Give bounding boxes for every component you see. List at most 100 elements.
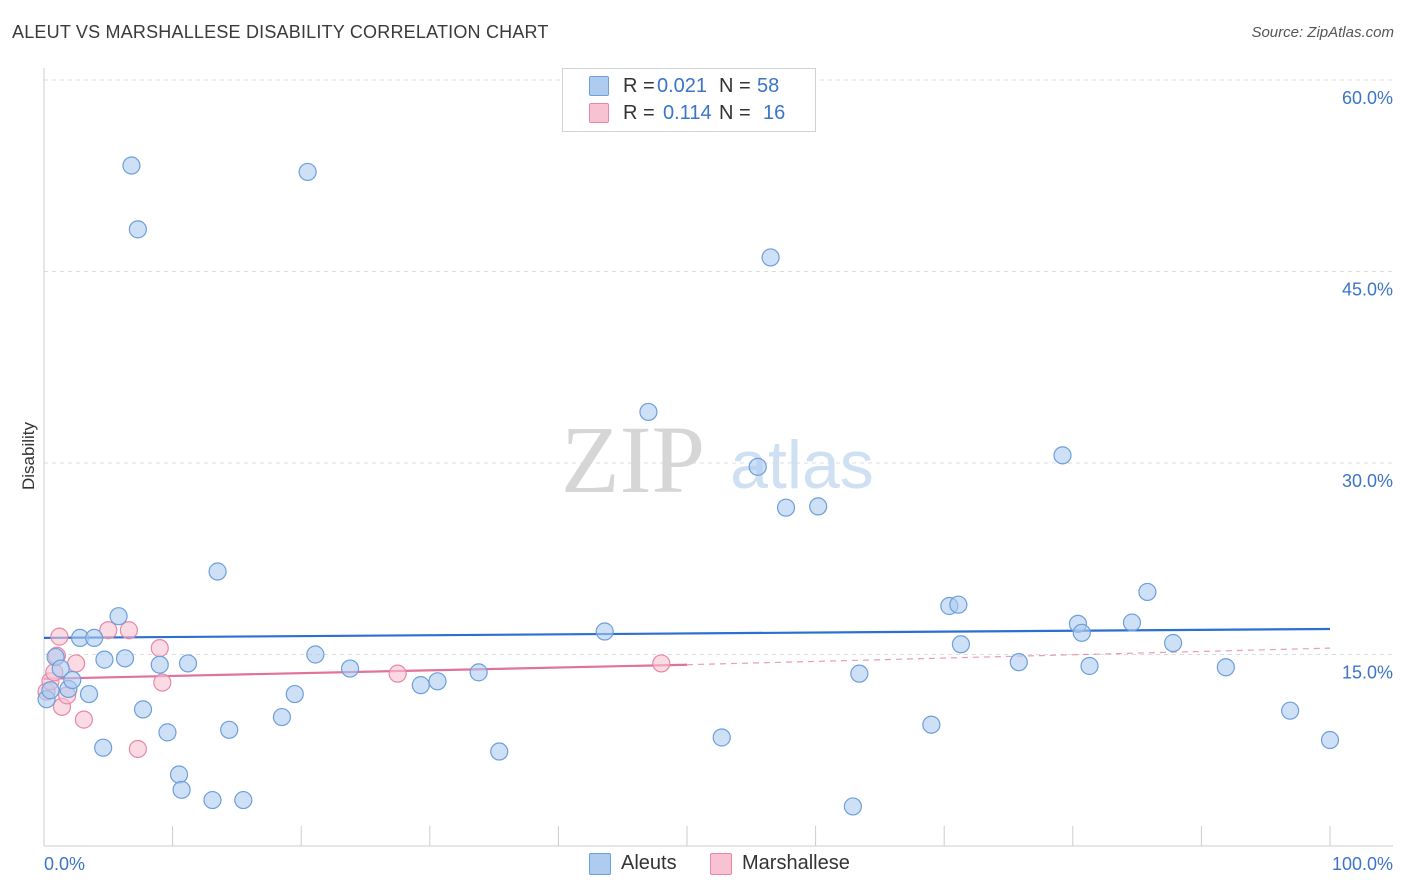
- aleut-point: [1164, 633, 1183, 653]
- aleut-point: [1072, 623, 1091, 642]
- marshallese-point: [652, 654, 671, 673]
- aleut-point: [133, 700, 153, 719]
- legend-row-aleuts: R = 0.021 N = 58: [589, 73, 779, 99]
- aleut-point: [1281, 701, 1300, 720]
- aleut-point: [85, 628, 104, 648]
- aleut-point: [411, 676, 430, 695]
- legend-item-aleuts[interactable]: Aleuts: [589, 852, 677, 875]
- marshallese-point: [128, 739, 147, 759]
- source-credit: Source: ZipAtlas.com: [1251, 24, 1394, 41]
- aleut-point: [340, 659, 360, 678]
- x-tick-label-max: 100.0%: [1332, 854, 1393, 874]
- aleut-point: [285, 684, 304, 704]
- y-tick-label: 45.0%: [1342, 280, 1393, 300]
- n-label: N =: [719, 74, 751, 97]
- n-value-aleuts: 58: [757, 74, 780, 97]
- aleut-point: [95, 650, 114, 669]
- marshallese-point: [50, 627, 69, 646]
- y-tick-label: 15.0%: [1342, 663, 1393, 683]
- y-tick-labels: 15.0% 30.0% 45.0% 60.0%: [1342, 88, 1393, 683]
- gridlines: [44, 79, 1393, 655]
- aleut-point: [843, 797, 862, 816]
- aleut-point: [109, 607, 128, 626]
- aleut-point: [220, 720, 239, 739]
- aleut-point: [79, 684, 99, 704]
- aleut-point: [1216, 658, 1235, 677]
- aleut-point: [712, 728, 731, 747]
- aleut-point: [1009, 653, 1028, 672]
- stats-legend: R = 0.021 N = 58 R = 0.114 N = 16: [562, 68, 816, 132]
- marshallese-legend-swatch: [710, 852, 732, 875]
- aleut-point: [428, 672, 447, 691]
- aleut-point: [94, 738, 113, 757]
- series-legend: Aleuts Marshallese: [0, 852, 1406, 878]
- marshallese-trend-line: [43, 663, 688, 680]
- aleut-points: [37, 156, 1340, 816]
- aleut-point: [1138, 582, 1157, 602]
- legend-row-marshallese: R = 0.114 N = 16: [589, 100, 785, 126]
- y-tick-label: 30.0%: [1342, 471, 1393, 491]
- aleut-point: [272, 707, 292, 727]
- aleuts-trend-line: [43, 627, 1331, 640]
- aleut-point: [922, 715, 941, 734]
- n-label: N =: [719, 101, 751, 124]
- aleut-point: [158, 723, 177, 742]
- marshallese-point: [99, 621, 118, 640]
- legend-item-marshallese[interactable]: Marshallese: [710, 852, 850, 875]
- aleut-point: [949, 595, 968, 614]
- y-axis-label: Disability: [19, 421, 38, 490]
- marshallese-trend-extension: [686, 647, 1331, 666]
- aleut-point: [639, 402, 658, 422]
- x-ticks: [43, 826, 1331, 846]
- marshallese-point: [67, 654, 86, 673]
- aleut-point: [1122, 613, 1142, 632]
- aleut-point: [951, 635, 971, 654]
- watermark-zip: ZIP: [561, 406, 705, 513]
- r-label: R =: [623, 74, 655, 97]
- aleut-point: [306, 645, 325, 664]
- aleut-point: [150, 655, 169, 674]
- x-tick-label-min: 0.0%: [44, 854, 85, 874]
- aleut-point: [748, 457, 767, 476]
- aleut-point: [809, 497, 828, 516]
- aleut-point: [234, 790, 253, 810]
- marshallese-legend-label: Marshallese: [742, 852, 850, 874]
- aleut-point: [1320, 730, 1340, 750]
- y-tick-label: 60.0%: [1342, 88, 1393, 108]
- chart-title: ALEUT VS MARSHALLESE DISABILITY CORRELAT…: [12, 22, 549, 42]
- aleut-point: [850, 664, 869, 683]
- aleut-point: [208, 562, 227, 581]
- marshallese-point: [153, 673, 172, 692]
- aleut-point: [298, 162, 317, 182]
- aleut-point: [115, 649, 135, 668]
- marshallese-point: [74, 710, 93, 729]
- aleut-point: [203, 790, 222, 810]
- aleuts-swatch: [589, 76, 609, 96]
- aleut-point: [41, 681, 60, 700]
- aleuts-legend-swatch: [589, 852, 611, 875]
- marshallese-point: [150, 639, 169, 658]
- marshallese-point: [119, 621, 138, 640]
- r-value-marshallese: 0.114: [663, 101, 712, 124]
- marshallese-point: [388, 664, 407, 683]
- aleut-point: [776, 498, 796, 517]
- aleut-point: [178, 654, 198, 673]
- aleut-point: [128, 220, 147, 239]
- aleut-point: [595, 622, 614, 641]
- aleut-point: [469, 663, 488, 682]
- aleut-point: [1080, 656, 1099, 676]
- aleuts-legend-label: Aleuts: [621, 852, 677, 874]
- trend-lines: [43, 627, 1331, 680]
- watermark: ZIP atlas: [561, 406, 874, 513]
- axes: [43, 68, 1393, 847]
- aleut-point: [63, 670, 82, 690]
- aleut-point: [169, 765, 189, 784]
- marshallese-swatch: [589, 103, 609, 123]
- x-tick-labels: 0.0% 100.0%: [44, 854, 1393, 874]
- n-value-marshallese: 16: [763, 101, 786, 124]
- r-label: R =: [623, 101, 655, 124]
- aleut-point: [172, 780, 191, 799]
- aleut-point: [122, 156, 141, 175]
- aleut-point: [1053, 446, 1072, 465]
